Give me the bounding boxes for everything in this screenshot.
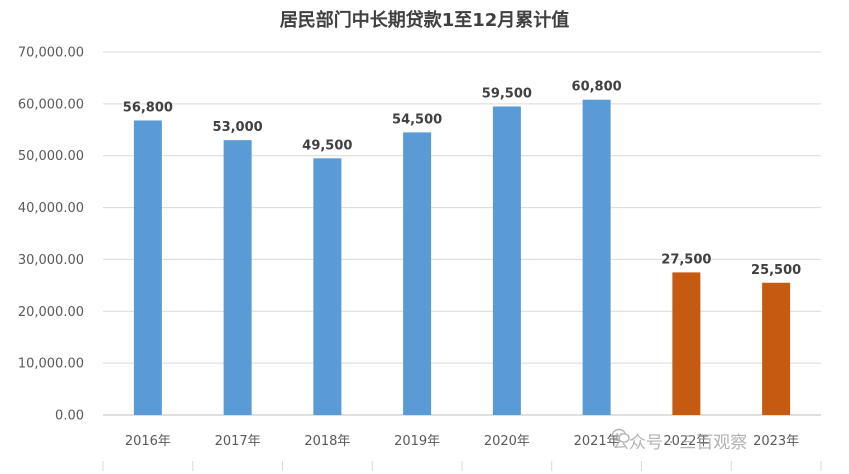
data-label: 59,500	[482, 86, 532, 101]
y-tick-label: 50,000.00	[18, 149, 84, 164]
wechat-icon	[612, 428, 630, 443]
x-tick-label: 2017年	[215, 434, 261, 449]
y-tick-label: 20,000.00	[18, 305, 84, 320]
y-tick-label: 0.00	[55, 409, 84, 424]
data-labels: 56,800 53,000 49,500 54,500 59,500 60,800 27,5…	[123, 80, 801, 278]
y-tick-label: 60,000.00	[18, 97, 84, 112]
x-tick-label: 2023年	[753, 434, 799, 449]
x-tick-label: 2019年	[394, 434, 440, 449]
data-label: 54,500	[392, 112, 442, 127]
x-tick-label: 2020年	[484, 434, 530, 449]
bar	[223, 140, 252, 415]
x-tick-label: 2021年	[574, 434, 620, 449]
bar	[582, 99, 611, 416]
data-label: 27,500	[661, 252, 711, 267]
y-axis-ticks: 0.00 10,000.00 20,000.00 30,000.00 40,000.00…	[18, 46, 84, 424]
bar	[133, 120, 162, 416]
watermark-text: 公众号 · 三百观察	[612, 433, 748, 453]
bar	[313, 158, 342, 416]
bar	[492, 106, 521, 415]
watermark: 公众号 · 三百观察	[612, 428, 747, 453]
bar	[403, 132, 432, 415]
data-label: 56,800	[123, 100, 173, 115]
x-tick-label: 2022年	[663, 434, 709, 449]
gridlines	[102, 51, 822, 471]
chart-title: 居民部门中长期贷款1至12月累计值	[279, 10, 570, 31]
bar	[762, 282, 791, 415]
x-axis-ticks: 2016年 2017年 2018年 2019年 2020年 2021年 2022年 2023年	[125, 434, 799, 449]
x-tick-label: 2016年	[125, 434, 171, 449]
data-label: 53,000	[213, 120, 263, 135]
bar	[672, 272, 701, 415]
y-tick-label: 70,000.00	[18, 46, 84, 61]
y-tick-label: 10,000.00	[18, 357, 84, 372]
data-label: 49,500	[302, 138, 352, 153]
data-label: 60,800	[572, 80, 622, 95]
x-tick-label: 2018年	[304, 434, 350, 449]
data-label: 25,500	[751, 263, 801, 278]
y-tick-label: 30,000.00	[18, 253, 84, 268]
bars	[133, 99, 791, 416]
y-tick-label: 40,000.00	[18, 201, 84, 216]
